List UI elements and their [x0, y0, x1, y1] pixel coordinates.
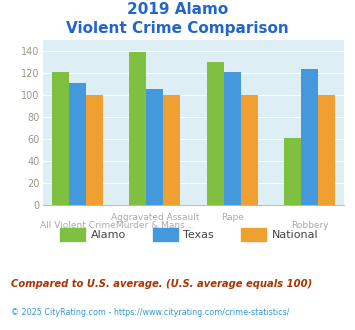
Text: All Violent Crime: All Violent Crime	[39, 221, 115, 230]
Bar	[69, 82, 86, 205]
Text: National: National	[272, 230, 318, 240]
Bar	[146, 89, 163, 205]
Text: Murder & Mans...: Murder & Mans...	[116, 221, 193, 230]
Text: Texas: Texas	[183, 230, 214, 240]
Bar	[241, 95, 258, 205]
Bar	[129, 52, 146, 205]
Bar	[301, 69, 318, 205]
Bar	[86, 95, 103, 205]
Bar	[284, 138, 301, 205]
Bar	[318, 95, 335, 205]
Text: Aggravated Assault: Aggravated Assault	[110, 213, 199, 222]
Text: Robbery: Robbery	[291, 221, 328, 230]
Bar	[207, 62, 224, 205]
Text: 2019 Alamo: 2019 Alamo	[127, 2, 228, 16]
Bar	[224, 72, 241, 205]
Bar	[163, 95, 180, 205]
Text: Violent Crime Comparison: Violent Crime Comparison	[66, 21, 289, 36]
Bar	[52, 72, 69, 205]
Text: Alamo: Alamo	[91, 230, 126, 240]
Text: © 2025 CityRating.com - https://www.cityrating.com/crime-statistics/: © 2025 CityRating.com - https://www.city…	[11, 308, 289, 316]
Text: Rape: Rape	[221, 213, 244, 222]
Text: Compared to U.S. average. (U.S. average equals 100): Compared to U.S. average. (U.S. average …	[11, 279, 312, 289]
